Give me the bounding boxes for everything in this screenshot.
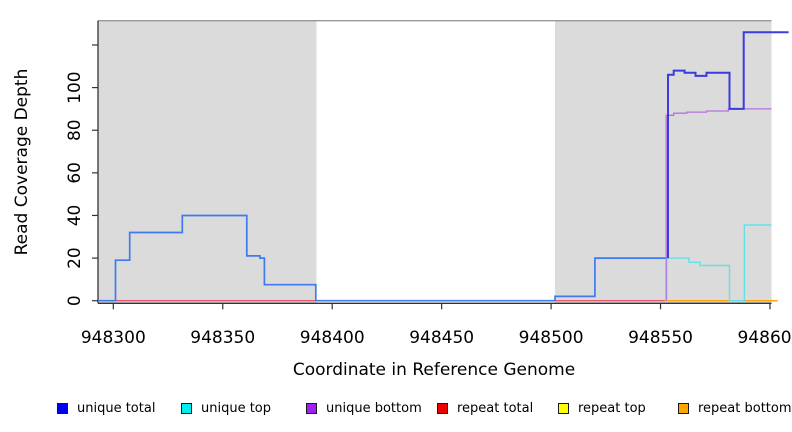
series-unique-total <box>98 214 668 302</box>
series-unique-bottom <box>665 108 772 301</box>
y-tick-label: 80 <box>65 119 85 141</box>
legend-item: repeat bottom <box>678 399 792 417</box>
legend-item: unique total <box>57 399 155 417</box>
x-tick-label: 948350 <box>190 328 255 348</box>
legend: unique total unique top unique bottom repea… <box>0 399 792 419</box>
shaded-region <box>98 20 317 304</box>
legend-item-label: repeat bottom <box>698 400 792 416</box>
legend-swatch-icon <box>437 402 448 414</box>
x-tick-label: 948500 <box>519 328 584 348</box>
x-tick-label: 948550 <box>628 328 693 348</box>
legend-item-label: repeat top <box>578 400 646 416</box>
y-tick-label: 20 <box>65 247 85 269</box>
legend-swatch-icon <box>558 402 569 414</box>
legend-swatch-icon <box>57 402 68 414</box>
x-tick-label: 948300 <box>81 328 146 348</box>
y-tick-label: 40 <box>65 205 85 227</box>
x-axis-title: Coordinate in Reference Genome <box>293 360 575 380</box>
y-tick-label: 60 <box>65 162 85 184</box>
x-tick-label: 948450 <box>409 328 474 348</box>
series-unique-top <box>666 224 772 302</box>
y-axis-title: Read Coverage Depth <box>12 69 32 256</box>
shaded-region <box>555 20 772 304</box>
series-unique-total <box>667 31 789 259</box>
legend-item-label: unique bottom <box>326 400 422 416</box>
legend-swatch-icon <box>181 402 192 414</box>
legend-item-label: unique total <box>77 400 156 416</box>
legend-item-label: repeat total <box>457 400 534 416</box>
legend-item: repeat total <box>437 399 533 417</box>
legend-item: repeat top <box>558 399 646 417</box>
legend-swatch-icon <box>306 402 317 414</box>
x-tick-label: 948400 <box>300 328 365 348</box>
legend-item-label: unique top <box>201 400 272 416</box>
legend-item: unique top <box>181 399 271 417</box>
y-tick-label: 100 <box>65 71 85 103</box>
y-tick-label: 0 <box>65 295 85 306</box>
legend-item: unique bottom <box>306 399 422 417</box>
legend-swatch-icon <box>678 402 689 414</box>
